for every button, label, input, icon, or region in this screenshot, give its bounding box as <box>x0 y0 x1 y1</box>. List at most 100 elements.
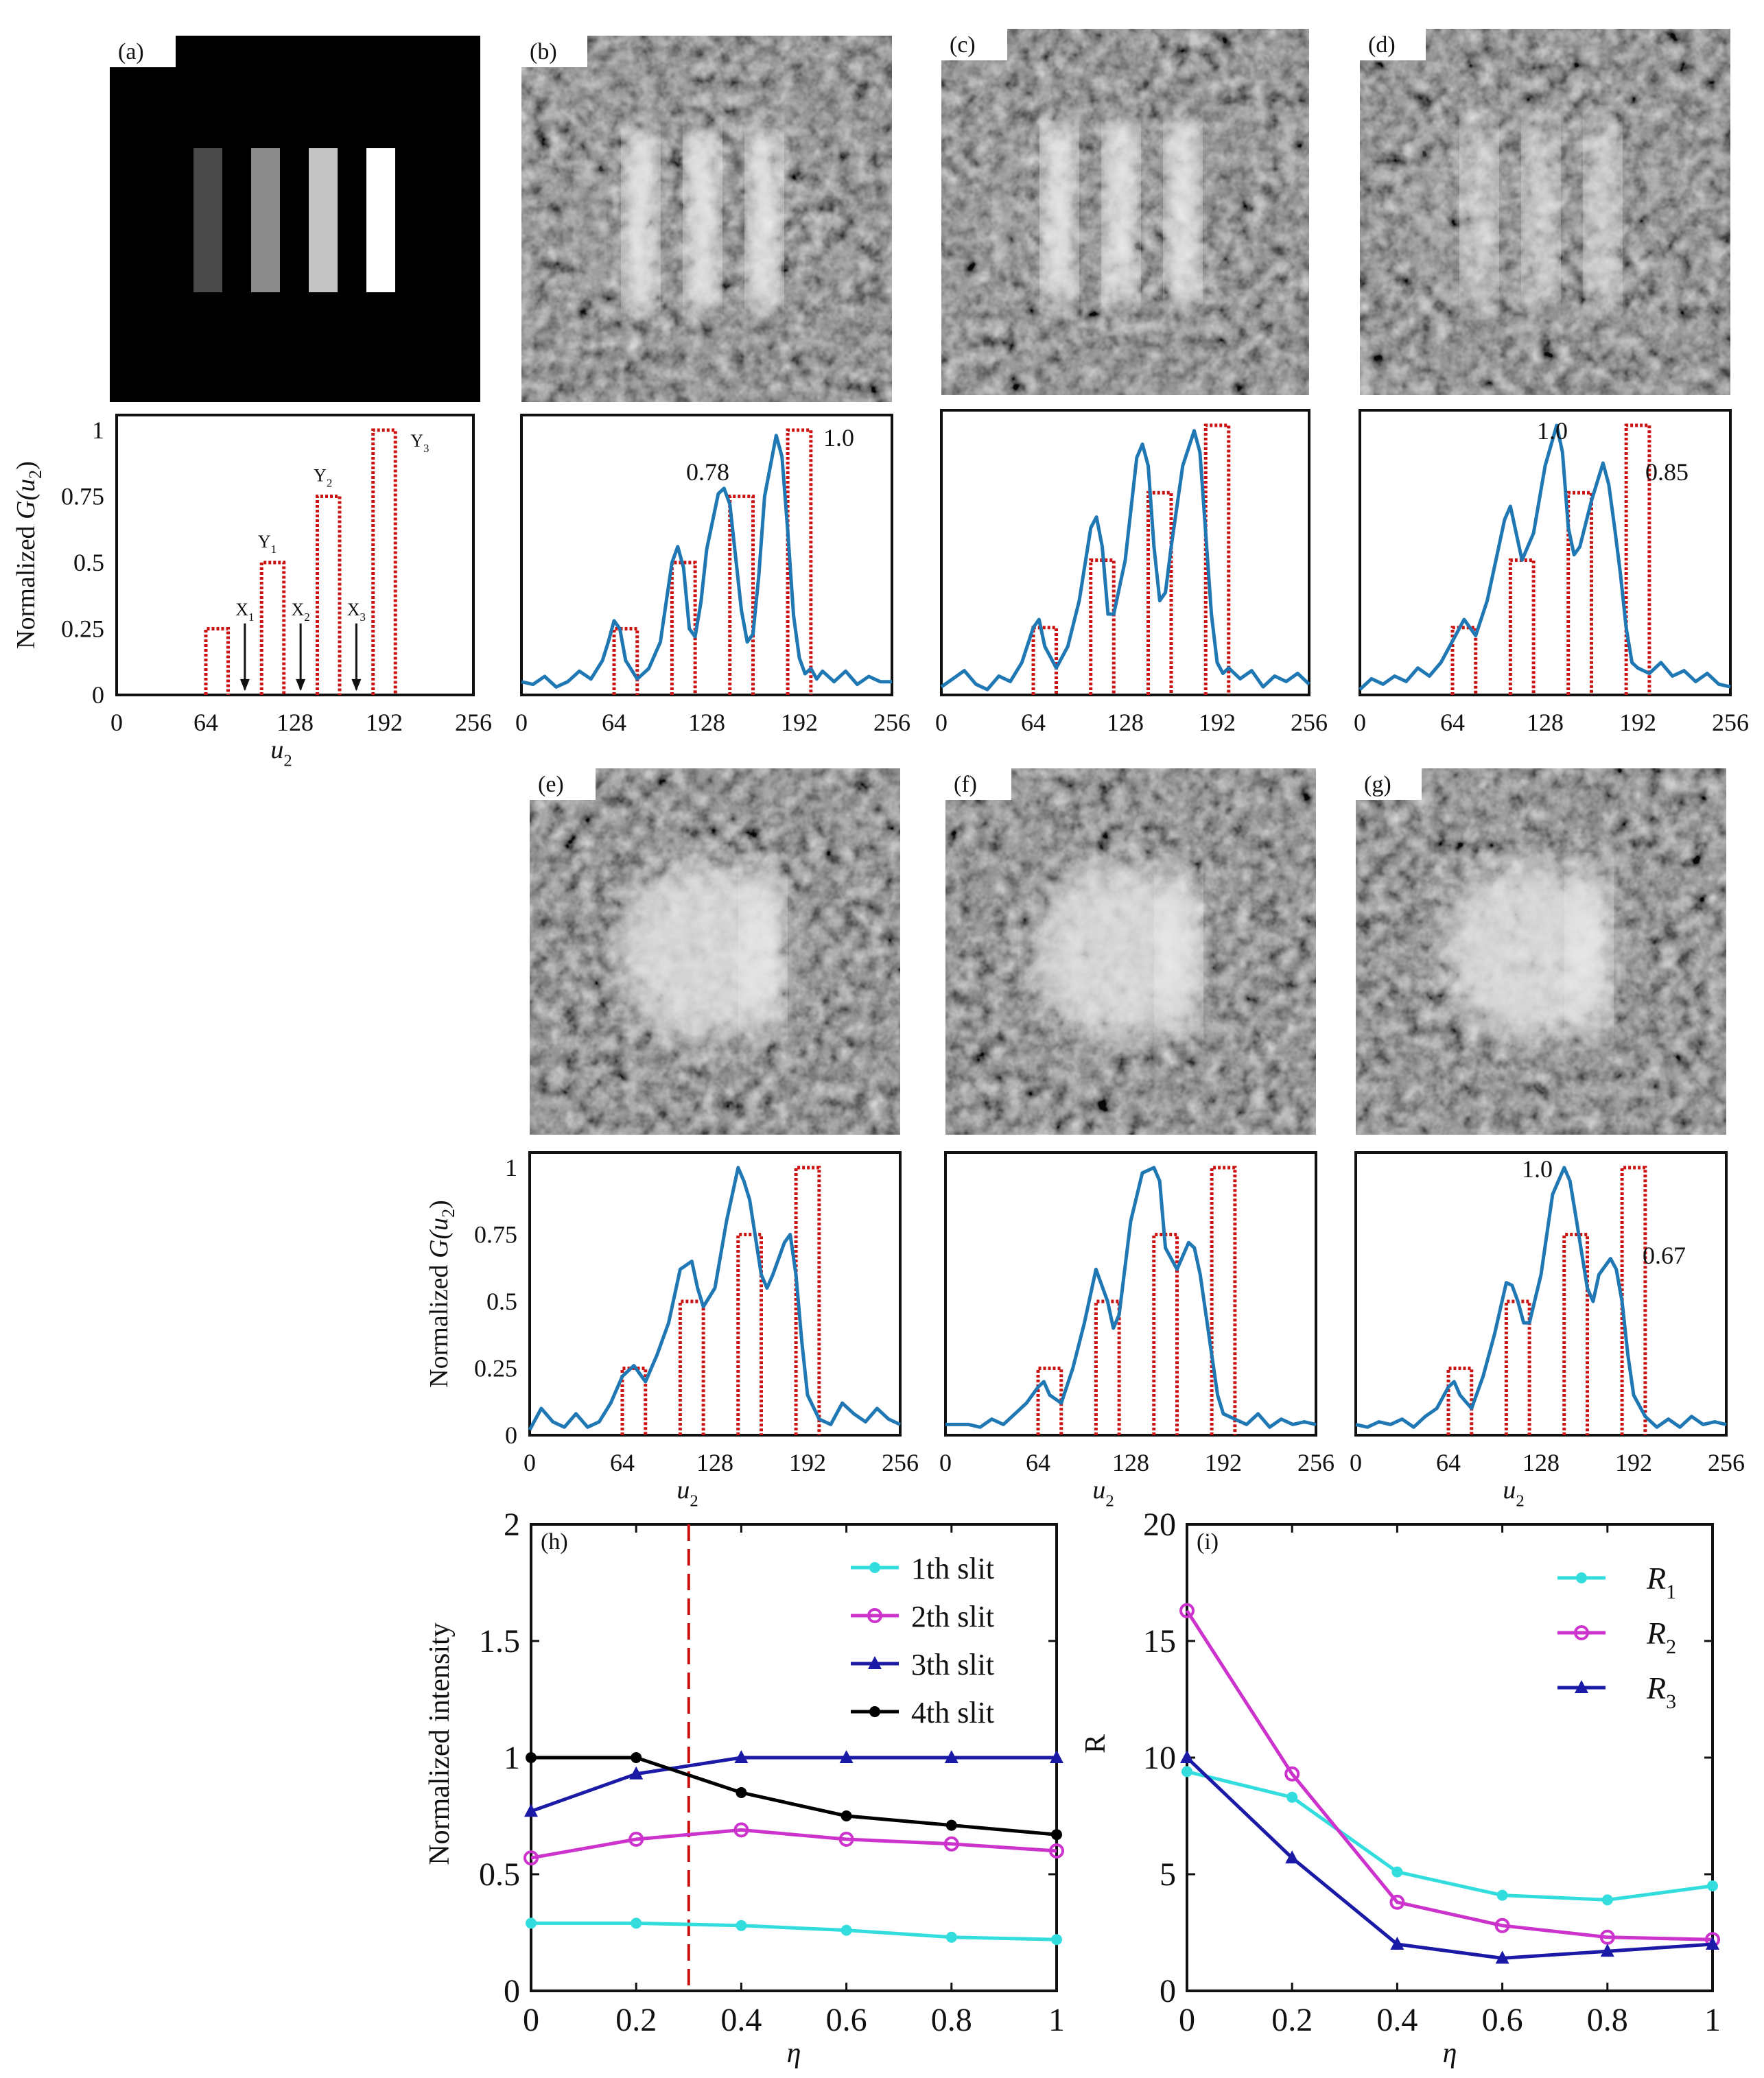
data-point <box>524 1850 539 1866</box>
xtick-256: 256 <box>1708 1449 1745 1476</box>
label-y3-main: Y <box>410 431 423 451</box>
xtick-128: 128 <box>1107 709 1144 736</box>
object-bar-3 <box>316 495 342 695</box>
data-point <box>945 1931 957 1943</box>
legend-label-1: R1 <box>1646 1561 1676 1603</box>
xtick-0.6: 0.6 <box>826 2002 867 2038</box>
letter-box <box>1356 768 1422 800</box>
legend-label-2-main: R <box>1646 1616 1666 1651</box>
reconstructed-slit-faint <box>995 143 1022 281</box>
data-point <box>1496 1889 1508 1901</box>
ylabel-sub: 2 <box>438 1209 458 1218</box>
x-axis-label-main: u <box>270 735 283 764</box>
ylabel-prefix: Normalized <box>12 519 40 649</box>
legend: 1th slit 2th slit 3th slit 4th slit <box>851 1552 994 1729</box>
xtick-0: 0 <box>523 2002 539 2038</box>
panel-letter-i: (i) <box>1197 1529 1219 1555</box>
label-y2-main: Y <box>314 466 327 486</box>
ytick-0.25: 0.25 <box>61 615 104 643</box>
series-3 <box>524 1750 1063 1817</box>
label-y1: Y1 <box>258 532 277 556</box>
letter-box <box>521 36 587 67</box>
object-bar-1 <box>1450 626 1478 695</box>
xtick-192: 192 <box>1619 709 1656 736</box>
image-panel-c <box>941 29 1309 395</box>
x-axis-label: u2 <box>677 1476 698 1510</box>
value-label-d-0: 1.0 <box>1537 417 1568 445</box>
xtick-128: 128 <box>1112 1449 1149 1476</box>
object-slit-3 <box>309 148 338 292</box>
ytick-15: 15 <box>1143 1623 1176 1660</box>
image-layer <box>110 29 1730 1135</box>
xtick-192: 192 <box>789 1449 826 1476</box>
xtick-64: 64 <box>1436 1449 1461 1476</box>
reconstructed-slit-right <box>1158 869 1199 1034</box>
reconstructed-slit-faint <box>1415 143 1442 281</box>
label-x2-sub: 2 <box>304 611 309 624</box>
plot-frame <box>1354 1151 1728 1437</box>
legend-label-2: 2th slit <box>911 1600 994 1633</box>
ytick-0.5: 0.5 <box>73 549 104 576</box>
data-point <box>628 1832 644 1847</box>
object-bar-4 <box>1620 1166 1647 1435</box>
label-x1-sub: 1 <box>248 611 254 624</box>
ytick-0: 0 <box>1160 1973 1176 2009</box>
letter-box <box>110 36 176 67</box>
legend-marker <box>1575 1680 1588 1693</box>
data-point <box>1495 1950 1509 1964</box>
reconstructed-slit-3 <box>1586 123 1619 301</box>
label-y2: Y2 <box>314 466 332 490</box>
data-point <box>838 1832 854 1847</box>
reconstructed-slit-2 <box>1525 123 1557 301</box>
data-point <box>1390 1937 1404 1950</box>
panel-letters-layer: (a) (b) (c) (d) (e) (f) (g) (h) (i) <box>110 29 1426 1555</box>
panel-letter-text: (e) <box>538 772 564 797</box>
ytick-5: 5 <box>1160 1856 1176 1893</box>
xtick-64: 64 <box>602 709 626 736</box>
object-slit-2 <box>251 148 280 292</box>
data-point <box>1389 1894 1405 1910</box>
label-y3-sub: 3 <box>423 442 429 455</box>
xtick-192: 192 <box>1615 1449 1652 1476</box>
label-y1-main: Y <box>258 532 271 552</box>
panel-letter-text: (c) <box>950 32 976 58</box>
xtick-128: 128 <box>688 709 725 736</box>
series-2 <box>524 1822 1064 1866</box>
ytick-0.5: 0.5 <box>479 1856 520 1893</box>
letter-box <box>945 768 1011 800</box>
legend-marker <box>868 1656 882 1669</box>
data-point <box>1050 1750 1063 1763</box>
panel-letter-text: (a) <box>118 39 144 64</box>
data-point <box>631 1917 642 1929</box>
reconstruction-curve <box>1355 1166 1727 1429</box>
object-bar-3 <box>1146 491 1173 695</box>
object-bar-2 <box>259 560 286 695</box>
data-point <box>631 1752 642 1763</box>
panel-letter-a: (a) <box>110 36 176 67</box>
legend-label-1-main: R <box>1646 1561 1666 1596</box>
profile-plot-b: 0 64 128 192 256 <box>515 414 910 736</box>
legend-label-1: 1th slit <box>911 1552 994 1585</box>
reconstructed-slit-faint <box>576 150 604 287</box>
ytick-0: 0 <box>505 1421 517 1449</box>
panel-letter-b: (b) <box>521 36 587 67</box>
legend-marker <box>867 1608 882 1623</box>
ylabel-arg: (u <box>12 479 40 501</box>
letter-box <box>530 768 596 800</box>
object-bar-1 <box>1036 1367 1063 1435</box>
data-point <box>1181 1766 1192 1778</box>
reconstruction-curve <box>528 1166 902 1431</box>
data-point <box>526 1917 537 1929</box>
xtick-0.4: 0.4 <box>720 2002 762 2038</box>
xtick-0: 0 <box>1179 2002 1195 2038</box>
data-point <box>945 1819 957 1831</box>
reconstruction-curve <box>1359 423 1731 691</box>
object-bar-2 <box>678 1299 705 1435</box>
legend-label-4: 4th slit <box>911 1696 994 1729</box>
plot-frame <box>1359 409 1732 696</box>
data-point <box>1049 1843 1064 1858</box>
x-axis-label: u2 <box>1092 1476 1114 1510</box>
